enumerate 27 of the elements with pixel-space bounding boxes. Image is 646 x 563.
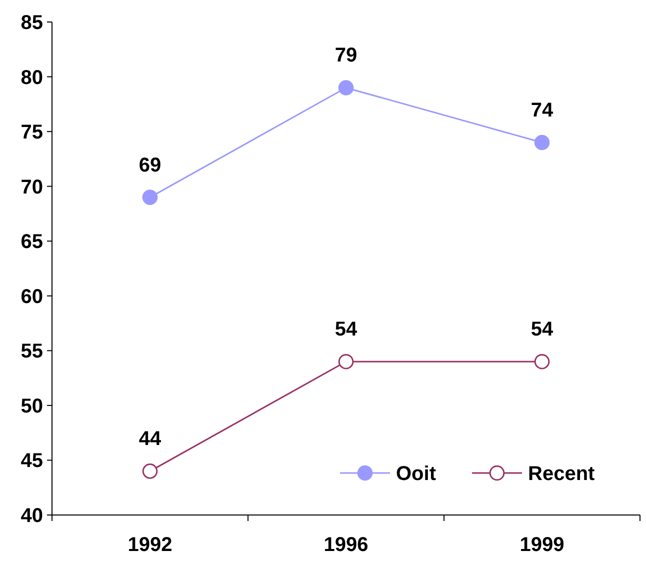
y-tick-label: 70	[20, 176, 43, 198]
point	[142, 464, 158, 479]
y-tick-label: 65	[20, 231, 43, 254]
legend-label: Recent	[528, 463, 596, 485]
y-tick-label: 75	[20, 122, 43, 144]
y-tick-label: 45	[20, 450, 43, 472]
data-label: 54	[334, 318, 358, 341]
point	[338, 354, 354, 370]
y-tick-label: 60	[20, 286, 43, 308]
data-label: 54	[530, 318, 554, 341]
y-tick-label: 85	[20, 12, 43, 34]
point	[338, 80, 354, 96]
y-tick-label: 40	[20, 505, 43, 527]
x-tick-label: 1999	[520, 534, 564, 556]
x-tick-label: 1996	[324, 534, 368, 556]
data-label: 69	[138, 154, 162, 176]
y-tick-label: 50	[20, 395, 43, 418]
x-tick-label: 1992	[128, 534, 172, 556]
legend-label: Ooit	[396, 463, 436, 485]
point	[534, 354, 550, 370]
y-tick-label: 55	[20, 340, 43, 363]
data-label: 79	[334, 44, 358, 67]
y-tick-label: 80	[20, 66, 43, 89]
point	[534, 134, 550, 150]
point	[142, 190, 158, 205]
data-label: 74	[530, 100, 554, 122]
data-label: 44	[138, 428, 162, 450]
